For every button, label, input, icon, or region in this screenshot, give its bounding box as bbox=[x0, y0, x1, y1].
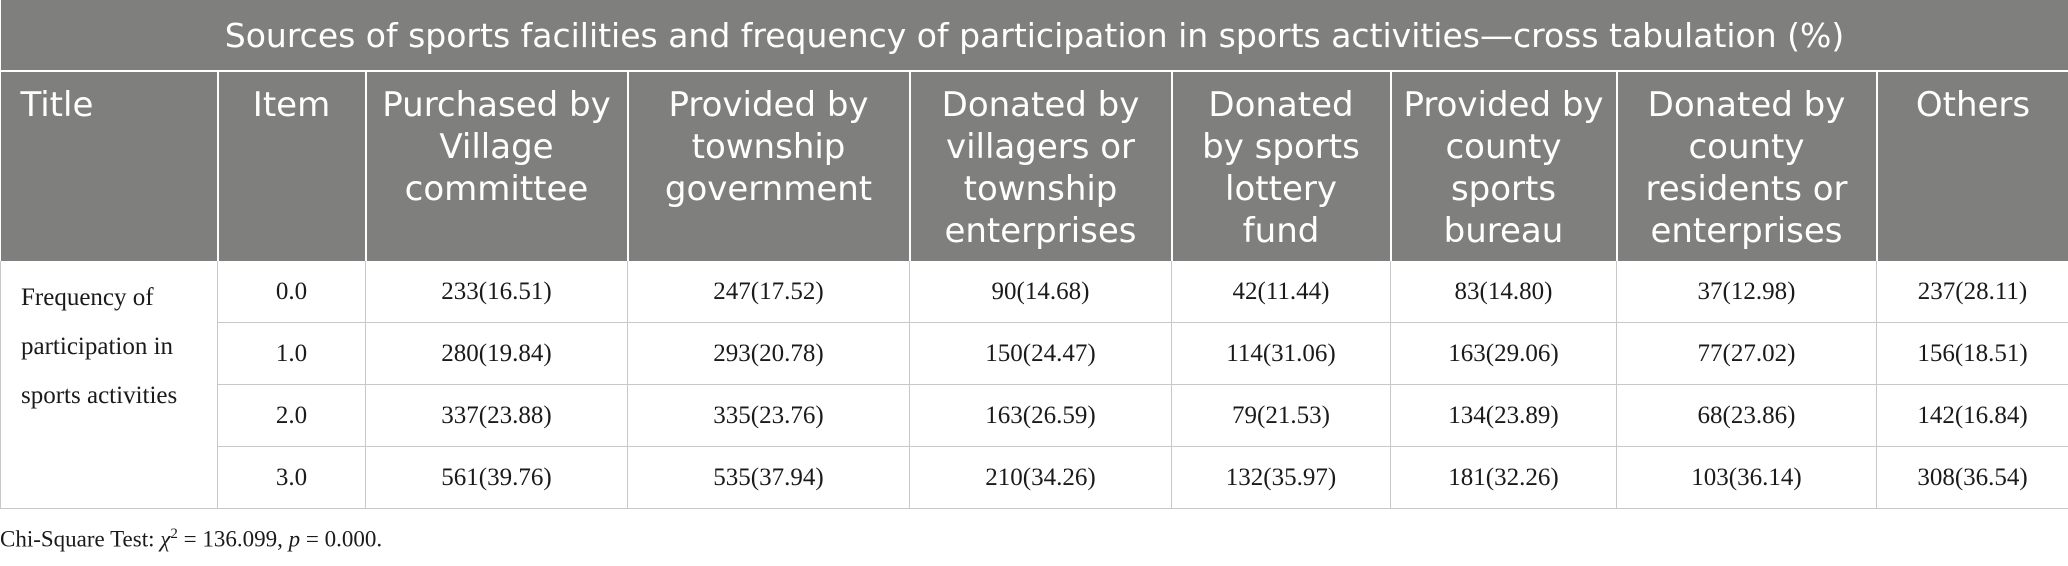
table-cell: 77(27.02) bbox=[1616, 322, 1877, 385]
table-cell: 150(24.47) bbox=[909, 322, 1172, 385]
table-cell: 181(32.26) bbox=[1390, 446, 1617, 509]
row-item: 2.0 bbox=[217, 384, 366, 447]
table-cell: 132(35.97) bbox=[1171, 446, 1391, 509]
table-cell: 134(23.89) bbox=[1390, 384, 1617, 447]
table-cell: 233(16.51) bbox=[365, 261, 628, 323]
chi-symbol: χ bbox=[160, 526, 171, 552]
table-cell: 79(21.53) bbox=[1171, 384, 1391, 447]
column-header-others: Others bbox=[1876, 71, 2068, 261]
table-row: 2.0 337(23.88) 335(23.76) 163(26.59) 79(… bbox=[1, 384, 2068, 447]
table-cell: 163(26.59) bbox=[909, 384, 1172, 447]
table-cell: 68(23.86) bbox=[1616, 384, 1877, 447]
column-header-county-bureau: Provided by county sports bureau bbox=[1390, 71, 1618, 261]
table-cell: 335(23.76) bbox=[627, 384, 910, 447]
table-cell: 83(14.80) bbox=[1390, 261, 1617, 323]
chi-square-footnote: Chi-Square Test: χ2 = 136.099, p = 0.000… bbox=[0, 526, 382, 553]
column-header-item: Item bbox=[217, 71, 367, 261]
row-item: 0.0 bbox=[217, 261, 366, 323]
column-header-lottery-fund: Donated by sports lottery fund bbox=[1171, 71, 1392, 261]
row-item: 1.0 bbox=[217, 322, 366, 385]
table-cell: 535(37.94) bbox=[627, 446, 910, 509]
chi-exponent: 2 bbox=[170, 526, 178, 542]
table-title-row: Sources of sports facilities and frequen… bbox=[0, 0, 2068, 72]
table-cell: 114(31.06) bbox=[1171, 322, 1391, 385]
column-header-township-government: Provided by township government bbox=[627, 71, 911, 261]
table-cell: 237(28.11) bbox=[1876, 261, 2068, 323]
table-cell: 163(29.06) bbox=[1390, 322, 1617, 385]
p-value: = 0.000. bbox=[300, 526, 383, 552]
column-header-village-committee: Purchased by Village committee bbox=[365, 71, 629, 261]
column-header-title: Title bbox=[0, 71, 219, 261]
table-cell: 337(23.88) bbox=[365, 384, 628, 447]
row-group-label: Frequency of participation in sports act… bbox=[0, 261, 218, 509]
data-table: Sources of sports facilities and frequen… bbox=[0, 0, 2068, 509]
table-cell: 247(17.52) bbox=[627, 261, 910, 323]
cross-tabulation-table: Sources of sports facilities and frequen… bbox=[0, 0, 2068, 509]
table-cell: 280(19.84) bbox=[365, 322, 628, 385]
table-row: 3.0 561(39.76) 535(37.94) 210(34.26) 132… bbox=[1, 446, 2068, 509]
chi-value: = 136.099, bbox=[177, 526, 289, 552]
p-symbol: p bbox=[288, 526, 301, 552]
column-header-county-residents: Donated by county residents or enterpris… bbox=[1616, 71, 1878, 261]
table-cell: 103(36.14) bbox=[1616, 446, 1877, 509]
table-cell: 308(36.54) bbox=[1876, 446, 2068, 509]
table-cell: 37(12.98) bbox=[1616, 261, 1877, 323]
table-header-row: Title Item Purchased by Village committe… bbox=[0, 71, 2068, 261]
table-cell: 142(16.84) bbox=[1876, 384, 2068, 447]
table-cell: 561(39.76) bbox=[365, 446, 628, 509]
table-cell: 156(18.51) bbox=[1876, 322, 2068, 385]
table-cell: 42(11.44) bbox=[1171, 261, 1391, 323]
table-cell: 293(20.78) bbox=[627, 322, 910, 385]
table-row: 1.0 280(19.84) 293(20.78) 150(24.47) 114… bbox=[1, 322, 2068, 385]
row-item: 3.0 bbox=[217, 446, 366, 509]
table-title: Sources of sports facilities and frequen… bbox=[0, 0, 2068, 72]
table-row: Frequency of participation in sports act… bbox=[0, 261, 2068, 509]
table-cell: 210(34.26) bbox=[909, 446, 1172, 509]
column-header-villagers-enterprises: Donated by villagers or township enterpr… bbox=[909, 71, 1173, 261]
table-cell: 90(14.68) bbox=[909, 261, 1172, 323]
footnote-prefix: Chi-Square Test: bbox=[0, 526, 161, 552]
